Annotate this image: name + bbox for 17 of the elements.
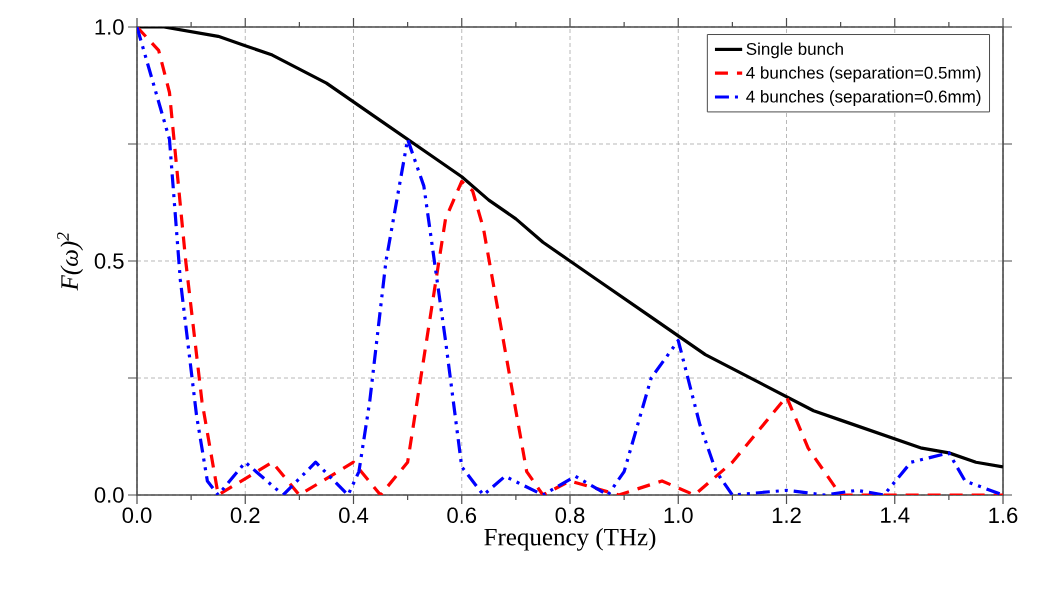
- x-tick-label: 0.6: [447, 507, 477, 524]
- x-tick-label: 0.4: [339, 507, 369, 524]
- x-tick-label: 1.4: [881, 507, 910, 523]
- x-tick-label: 1.6: [989, 507, 1018, 524]
- x-tick-label: 0.8: [555, 507, 585, 524]
- x-tick-label: 0.2: [230, 507, 260, 524]
- x-tick-label: 0.0: [122, 507, 152, 524]
- x-tick-label: 1.0: [664, 507, 693, 524]
- legend-label: Single bunch: [746, 42, 843, 59]
- x-tick-label: 1.2: [772, 507, 801, 523]
- x-axis-title: Frequency (THz): [484, 527, 656, 551]
- y-axis-title: F(ω)$^{2}$: [57, 232, 84, 291]
- legend-label: 4 bunches (separation=0.6mm): [746, 90, 981, 106]
- y-tick-label: 1.0: [95, 19, 124, 35]
- y-tick-label: 0.5: [94, 253, 124, 269]
- y-tick-label: 0.0: [94, 487, 124, 503]
- legend-label: 4 bunches (separation=0.5mm): [746, 66, 981, 83]
